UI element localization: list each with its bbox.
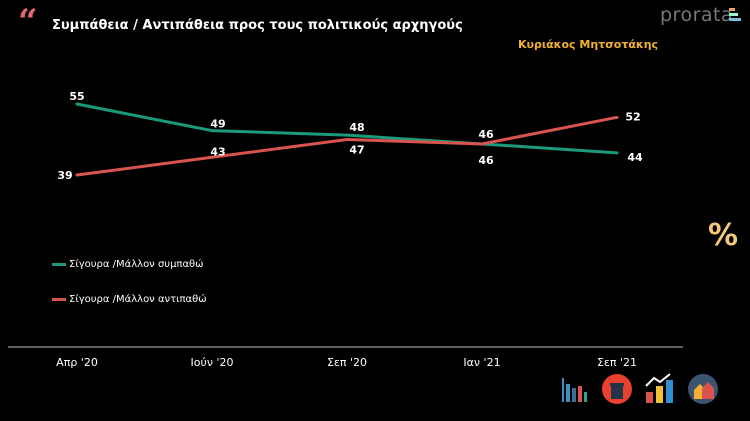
footer-icons bbox=[556, 372, 720, 406]
percent-icon: % bbox=[708, 218, 739, 253]
data-point bbox=[345, 138, 349, 142]
growth-chart-icon bbox=[645, 373, 673, 403]
data-label: 48 bbox=[349, 121, 364, 134]
houses-icon bbox=[688, 374, 718, 404]
x-tick-label: Ιούν '20 bbox=[190, 356, 233, 369]
data-label: 43 bbox=[210, 145, 225, 158]
legend-item-antipathy: Σίγουρα /Μάλλον αντιπαθώ bbox=[52, 294, 207, 305]
data-label: 46 bbox=[478, 128, 494, 141]
x-tick-label: Απρ '20 bbox=[56, 356, 98, 369]
data-label: 47 bbox=[349, 144, 364, 157]
data-label: 52 bbox=[625, 110, 640, 123]
podium-icon bbox=[602, 374, 632, 404]
data-point bbox=[480, 142, 484, 146]
x-tick-label: Σεπ '21 bbox=[597, 356, 637, 369]
logo: prorata bbox=[660, 4, 734, 26]
x-tick-label: Σεπ '20 bbox=[327, 356, 367, 369]
x-tick-label: Ιαν '21 bbox=[463, 356, 500, 369]
data-point bbox=[75, 173, 79, 177]
chart-subtitle: Κυριάκος Μητσοτάκης bbox=[518, 38, 659, 51]
legend-item-sympathy: Σίγουρα /Μάλλον συμπαθώ bbox=[52, 259, 204, 270]
series-line-0 bbox=[76, 102, 618, 155]
data-label: 46 bbox=[478, 154, 494, 167]
legend-label: Σίγουρα /Μάλλον αντιπαθώ bbox=[69, 294, 207, 305]
data-label: 49 bbox=[210, 118, 225, 131]
legend-label: Σίγουρα /Μάλλον συμπαθώ bbox=[69, 259, 204, 270]
data-label: 55 bbox=[69, 90, 84, 103]
data-point bbox=[615, 115, 619, 119]
data-label: 39 bbox=[57, 169, 72, 182]
bar-chart-icon bbox=[562, 378, 587, 402]
data-point bbox=[210, 129, 214, 133]
quote-icon: “ bbox=[18, 2, 38, 42]
data-label: 44 bbox=[627, 151, 643, 164]
logo-bars-icon bbox=[729, 8, 741, 23]
data-point bbox=[615, 151, 619, 155]
data-point bbox=[345, 133, 349, 137]
data-point bbox=[210, 155, 214, 159]
data-point bbox=[75, 102, 79, 106]
chart-title: Συμπάθεια / Αντιπάθεια προς τους πολιτικ… bbox=[52, 18, 463, 33]
